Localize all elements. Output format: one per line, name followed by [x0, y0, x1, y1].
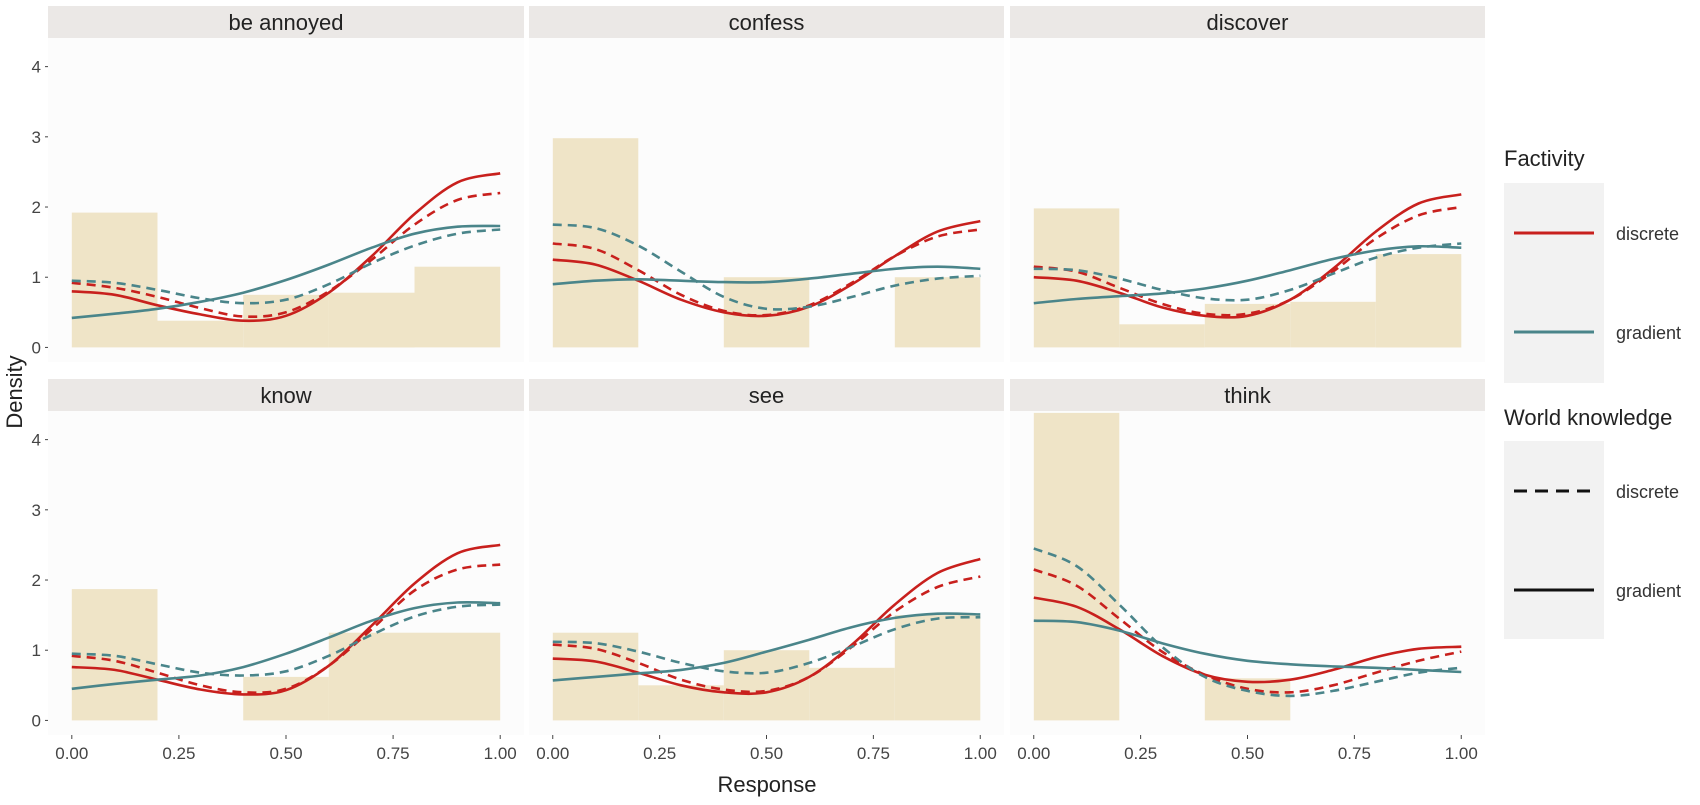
y-tick-label-know-0: 0: [32, 711, 41, 730]
x-tick-label-think-3: 0.75: [1338, 744, 1371, 763]
hist-bar-be-annoyed-1: [157, 320, 244, 348]
density-curve-be-annoyed-2: [71, 172, 501, 323]
strip-title-confess: confess: [729, 10, 805, 35]
strip-see: [529, 379, 1004, 411]
y-tick-label-know-4: 4: [32, 431, 41, 450]
y-tick-label-be-annoyed-4: 4: [32, 58, 41, 77]
density-curve-discover-4: [1033, 244, 1462, 305]
density-curve-think-3: [1033, 547, 1462, 698]
legend-world-title: World knowledge: [1504, 405, 1672, 430]
legend-label-factivity-discrete: discrete: [1616, 224, 1679, 244]
density-curve-think-4: [1033, 619, 1462, 674]
density-curve-see-2: [552, 557, 981, 696]
x-tick-label-see-4: 1.00: [964, 744, 997, 763]
x-tick-label-know-2: 0.50: [269, 744, 302, 763]
x-axis-title: Response: [717, 772, 816, 797]
density-curve-see-3: [552, 615, 981, 675]
y-tick-label-be-annoyed-2: 2: [32, 198, 41, 217]
y-tick-label-know-2: 2: [32, 571, 41, 590]
density-curve-be-annoyed-4: [71, 224, 501, 320]
panel-see: see 0.00 0.25 0.50 0.75 1.00: [529, 379, 1004, 763]
x-tick-label-see-1: 0.25: [643, 744, 676, 763]
hist-bar-know-0: [71, 589, 158, 721]
x-tick-label-think-1: 0.25: [1124, 744, 1157, 763]
hist-bar-see-3: [809, 667, 895, 721]
hist-bar-know-3: [328, 632, 415, 721]
panel-think: think 0.00 0.25 0.50 0.75 1.00: [1010, 379, 1485, 763]
panel-confess: confess: [529, 6, 1004, 362]
hist-bar-confess-4: [894, 277, 981, 348]
y-tick-label-be-annoyed-0: 0: [32, 338, 41, 357]
strip-be-annoyed: [48, 6, 524, 38]
strip-title-discover: discover: [1207, 10, 1289, 35]
hist-bar-know-2: [243, 676, 329, 721]
panels-layer: be annoyed 0 1 2 3 4 confess discover know 0 1 2 3 4 0…: [32, 6, 1485, 763]
strip-think: [1010, 379, 1485, 411]
strip-confess: [529, 6, 1004, 38]
density-curve-know-2: [71, 543, 501, 696]
legend-factivity-title: Factivity: [1504, 146, 1585, 171]
density-curve-discover-1: [1033, 205, 1462, 317]
y-tick-label-know-3: 3: [32, 501, 41, 520]
panel-discover: discover: [1010, 6, 1485, 362]
legend: Factivity discrete gradient World knowle…: [1504, 146, 1681, 639]
y-tick-label-know-1: 1: [32, 641, 41, 660]
strip-title-see: see: [749, 383, 784, 408]
legend-label-factivity-gradient: gradient: [1616, 323, 1681, 343]
density-curve-see-4: [552, 612, 981, 682]
hist-bar-discover-4: [1375, 254, 1462, 348]
x-tick-label-think-2: 0.50: [1231, 744, 1264, 763]
x-tick-label-think-4: 1.00: [1445, 744, 1478, 763]
density-curve-discover-3: [1033, 242, 1462, 302]
strip-title-think: think: [1224, 383, 1271, 408]
strip-discover: [1010, 6, 1485, 38]
density-curve-be-annoyed-3: [71, 228, 501, 305]
x-tick-label-see-2: 0.50: [750, 744, 783, 763]
density-curve-know-3: [71, 603, 501, 677]
strip-title-be-annoyed: be annoyed: [229, 10, 344, 35]
x-tick-label-know-4: 1.00: [484, 744, 517, 763]
x-tick-label-see-0: 0.00: [536, 744, 569, 763]
density-curve-be-annoyed-1: [71, 191, 501, 319]
panel-be-annoyed: be annoyed 0 1 2 3 4: [32, 6, 524, 362]
density-curve-confess-2: [552, 219, 981, 318]
hist-bar-confess-0: [552, 138, 639, 348]
x-tick-label-know-3: 0.75: [377, 744, 410, 763]
hist-bar-be-annoyed-3: [328, 292, 415, 348]
strip-title-know: know: [260, 383, 311, 408]
hist-bar-discover-1: [1119, 324, 1205, 348]
legend-factivity-keys-bg: [1504, 183, 1604, 383]
hist-bar-see-4: [894, 615, 981, 721]
legend-label-world-discrete: discrete: [1616, 482, 1679, 502]
y-tick-label-be-annoyed-1: 1: [32, 268, 41, 287]
x-tick-label-know-0: 0.00: [55, 744, 88, 763]
hist-bar-know-4: [414, 632, 501, 721]
density-curve-confess-3: [552, 223, 981, 311]
density-curve-discover-2: [1033, 193, 1462, 319]
hist-bar-be-annoyed-0: [71, 212, 158, 348]
density-curve-know-4: [71, 600, 501, 691]
hist-bar-think-2: [1204, 678, 1291, 721]
strip-know: [48, 379, 524, 411]
legend-world-keys-bg: [1504, 441, 1604, 639]
y-axis-title: Density: [2, 355, 27, 428]
x-tick-label-think-0: 0.00: [1017, 744, 1050, 763]
density-curve-think-2: [1033, 596, 1462, 684]
density-curve-confess-4: [552, 265, 981, 286]
density-curve-know-1: [71, 563, 501, 694]
hist-bar-see-2: [723, 650, 810, 721]
hist-bar-discover-2: [1204, 303, 1291, 348]
y-tick-label-be-annoyed-3: 3: [32, 128, 41, 147]
hist-bar-discover-3: [1290, 301, 1376, 348]
x-tick-label-see-3: 0.75: [857, 744, 890, 763]
hist-bar-be-annoyed-4: [414, 266, 501, 348]
legend-label-world-gradient: gradient: [1616, 581, 1681, 601]
x-tick-label-know-1: 0.25: [162, 744, 195, 763]
panel-know: know 0 1 2 3 4 0.00 0.25 0.50 0.75 1.00: [32, 379, 524, 763]
